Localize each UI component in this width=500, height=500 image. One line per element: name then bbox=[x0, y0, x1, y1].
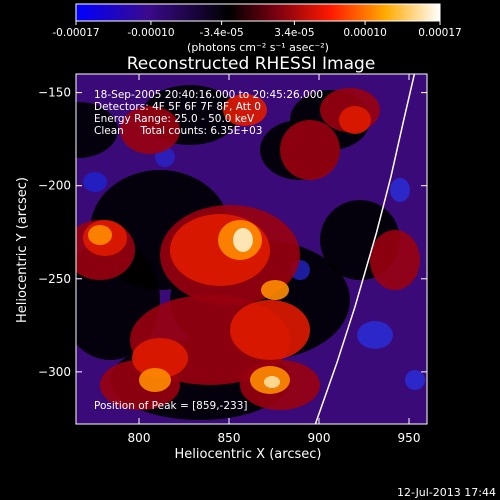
colorbar-tick-label: 3.4e-05 bbox=[274, 27, 314, 39]
annotation-detectors: Detectors: 4F 5F 6F 7F 8F, Att 0 bbox=[94, 101, 261, 113]
colorbar-tick-label: -0.00010 bbox=[127, 27, 174, 39]
colorbar-tick-label: -0.00017 bbox=[52, 27, 99, 39]
x-tick-label: 900 bbox=[308, 431, 331, 445]
x-tick-label: 850 bbox=[218, 431, 241, 445]
annotation-clean: Clean Total counts: 6.35E+03 bbox=[94, 125, 263, 137]
heatmap-blobs bbox=[76, 85, 425, 420]
footer-timestamp: 12-Jul-2013 17:44 bbox=[397, 486, 496, 499]
x-axis-ticks: 800 850 900 950 bbox=[128, 74, 421, 445]
info-annotations: 18-Sep-2005 20:40:16.000 to 20:45:26.000… bbox=[94, 89, 323, 412]
colorbar-ticks: -0.00017 -0.00010 -3.4e-05 3.4e-05 0.00010 0.… bbox=[52, 21, 462, 39]
heatmap-blob bbox=[405, 370, 425, 390]
x-tick-label: 800 bbox=[128, 431, 151, 445]
x-axis-label: Heliocentric X (arcsec) bbox=[175, 447, 322, 462]
heatmap-blob bbox=[230, 300, 310, 360]
plot-frame bbox=[75, 73, 428, 425]
heatmap-blob bbox=[264, 376, 280, 388]
heatmap-blob bbox=[76, 102, 118, 158]
x-tick-label: 950 bbox=[398, 431, 421, 445]
colorbar-gradient bbox=[75, 3, 441, 22]
colorbar: -0.00017 -0.00010 -3.4e-05 3.4e-05 0.00010 0.… bbox=[52, 3, 462, 54]
heatmap-blob bbox=[83, 172, 107, 192]
annotation-time: 18-Sep-2005 20:40:16.000 to 20:45:26.000 bbox=[94, 89, 323, 101]
heatmap-blob bbox=[233, 228, 253, 252]
y-axis-label: Heliocentric Y (arcsec) bbox=[15, 177, 30, 323]
heatmap-image bbox=[76, 74, 427, 424]
colorbar-tick-label: 0.00010 bbox=[343, 27, 386, 39]
solar-limb-curve bbox=[314, 74, 416, 424]
y-axis-ticks: −150 −200 −250 −300 bbox=[38, 86, 427, 379]
y-tick-label: −150 bbox=[38, 86, 71, 100]
heatmap-blob bbox=[88, 225, 112, 245]
heatmap-blob bbox=[261, 280, 289, 300]
colorbar-tick-label: 0.00017 bbox=[418, 27, 461, 39]
y-tick-label: −200 bbox=[38, 179, 71, 193]
heatmap-blob bbox=[223, 94, 267, 126]
y-tick-label: −300 bbox=[38, 365, 71, 379]
heatmap-blob bbox=[390, 178, 410, 202]
heatmap-blob bbox=[120, 106, 180, 154]
colorbar-tick-label: -3.4e-05 bbox=[200, 27, 244, 39]
chart-title: Reconstructed RHESSI Image bbox=[127, 54, 376, 74]
heatmap-blob bbox=[280, 120, 340, 180]
heatmap-blob bbox=[139, 368, 171, 392]
heatmap-blob bbox=[357, 321, 393, 349]
heatmap-blob bbox=[339, 106, 371, 134]
y-tick-label: −250 bbox=[38, 272, 71, 286]
annotation-energy: Energy Range: 25.0 - 50.0 keV bbox=[94, 113, 255, 125]
colorbar-units: (photons cm⁻² s⁻¹ asec⁻²) bbox=[187, 41, 329, 54]
heatmap-blob bbox=[132, 338, 188, 378]
heatmap-blob bbox=[370, 230, 420, 290]
peak-position-label: Position of Peak = [859,-233] bbox=[94, 400, 248, 412]
